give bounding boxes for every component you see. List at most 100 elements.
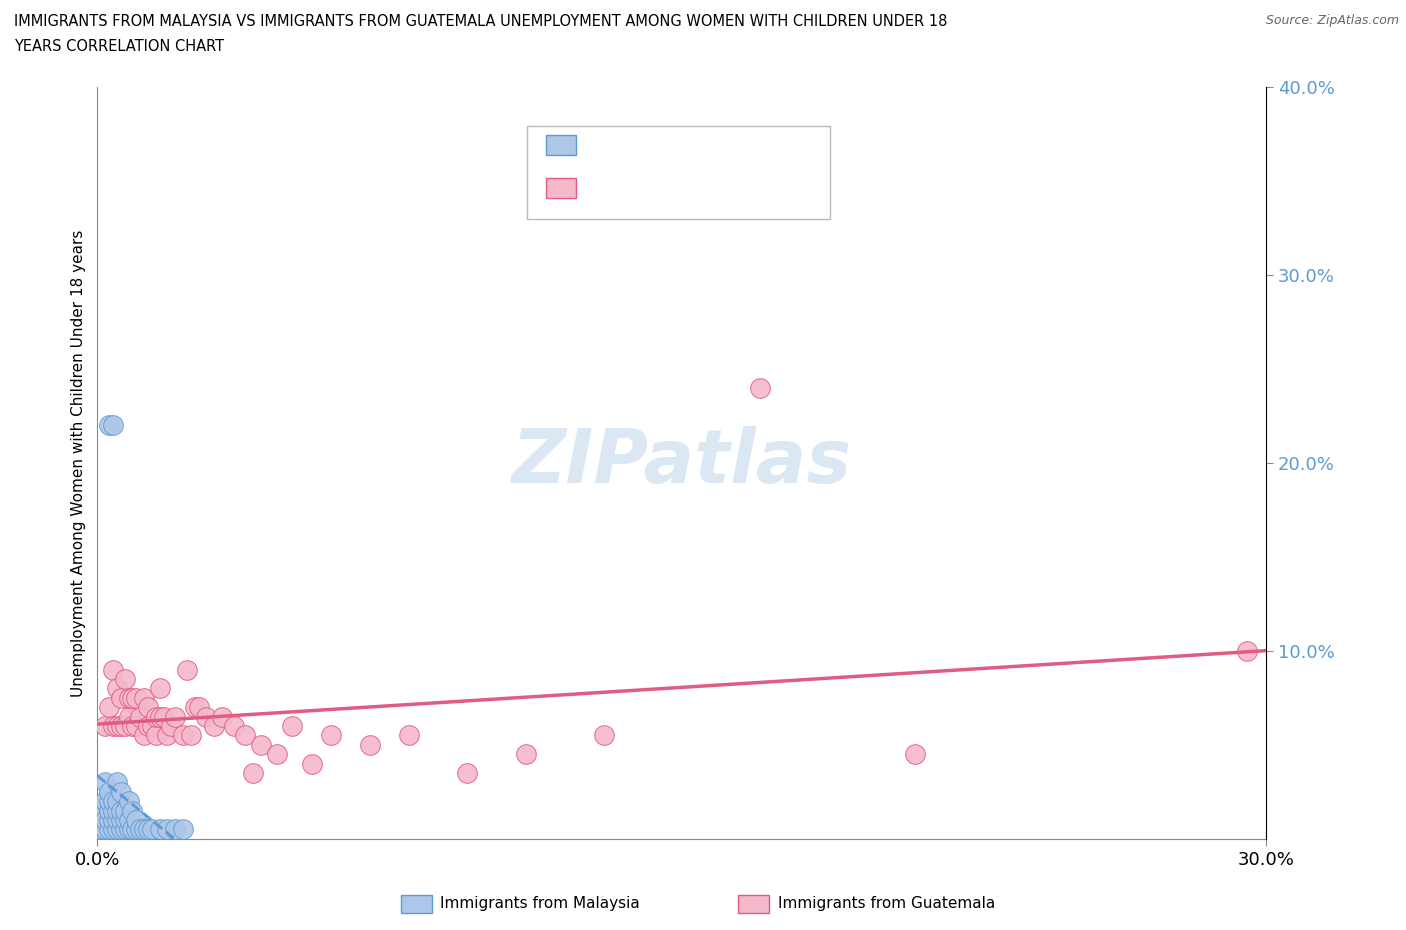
Point [117, 690, 139, 705]
Point [117, 813, 139, 828]
Text: ZIPatlas: ZIPatlas [512, 426, 852, 499]
Point [132, 728, 155, 743]
Point [592, 728, 614, 743]
Point [114, 804, 136, 818]
Point [105, 681, 128, 696]
Point [101, 804, 124, 818]
Point [105, 719, 128, 734]
Point [129, 822, 152, 837]
Point [101, 662, 124, 677]
Point [250, 737, 273, 752]
Point [359, 737, 381, 752]
Point [132, 690, 155, 705]
Point [94, 822, 117, 837]
Point [117, 822, 139, 837]
Point [105, 804, 128, 818]
Point [156, 822, 179, 837]
Point [187, 699, 209, 714]
Point [110, 804, 132, 818]
Text: Source: ZipAtlas.com: Source: ZipAtlas.com [1265, 14, 1399, 27]
Text: YEARS CORRELATION CHART: YEARS CORRELATION CHART [14, 39, 224, 54]
Point [110, 822, 132, 837]
Point [149, 709, 172, 724]
Point [319, 728, 342, 743]
Point [145, 728, 167, 743]
Point [114, 719, 136, 734]
Point [121, 804, 143, 818]
Point [90, 822, 112, 837]
Point [105, 775, 128, 790]
Point [180, 728, 202, 743]
Point [235, 728, 257, 743]
Point [121, 719, 143, 734]
Point [98, 793, 121, 808]
Point [184, 699, 207, 714]
Point [195, 709, 218, 724]
Point [398, 728, 420, 743]
Point [94, 813, 117, 828]
Point [176, 662, 198, 677]
Point [211, 709, 233, 724]
Point [110, 719, 132, 734]
Point [101, 719, 124, 734]
Point [101, 793, 124, 808]
Point [132, 822, 155, 837]
Point [114, 813, 136, 828]
Point [90, 813, 112, 828]
Point [281, 719, 304, 734]
Point [165, 709, 187, 724]
Point [101, 813, 124, 828]
Point [165, 822, 187, 837]
Point [301, 756, 323, 771]
Point [98, 822, 121, 837]
Point [136, 822, 159, 837]
Point [515, 747, 537, 762]
Point [149, 822, 172, 837]
Text: R = 0.051   N = 46: R = 0.051 N = 46 [585, 138, 755, 155]
Point [141, 719, 163, 734]
Point [149, 681, 172, 696]
Point [105, 793, 128, 808]
Point [125, 690, 148, 705]
Point [156, 728, 179, 743]
Point [110, 813, 132, 828]
Point [98, 699, 121, 714]
Point [904, 747, 927, 762]
Point [125, 719, 148, 734]
Point [98, 784, 121, 799]
Point [172, 822, 194, 837]
Point [121, 822, 143, 837]
Point [202, 719, 225, 734]
Text: Immigrants from Malaysia: Immigrants from Malaysia [440, 897, 640, 911]
Point [94, 775, 117, 790]
Point [145, 709, 167, 724]
Point [136, 699, 159, 714]
Point [222, 719, 245, 734]
Point [105, 813, 128, 828]
Point [121, 690, 143, 705]
Text: R = 0.196   N = 54: R = 0.196 N = 54 [585, 179, 755, 197]
Point [94, 719, 117, 734]
Point [110, 784, 132, 799]
Point [1236, 644, 1258, 658]
Point [101, 418, 124, 432]
Point [242, 765, 264, 780]
Point [129, 709, 152, 724]
Point [266, 747, 288, 762]
Point [94, 793, 117, 808]
Point [152, 709, 174, 724]
Point [125, 822, 148, 837]
Point [114, 671, 136, 686]
Point [456, 765, 478, 780]
Text: Immigrants from Guatemala: Immigrants from Guatemala [778, 897, 995, 911]
Point [105, 822, 128, 837]
Y-axis label: Unemployment Among Women with Children Under 18 years: Unemployment Among Women with Children U… [72, 229, 86, 697]
Point [90, 804, 112, 818]
Point [101, 822, 124, 837]
Point [98, 804, 121, 818]
Point [160, 719, 183, 734]
Point [141, 822, 163, 837]
Point [117, 793, 139, 808]
Text: IMMIGRANTS FROM MALAYSIA VS IMMIGRANTS FROM GUATEMALA UNEMPLOYMENT AMONG WOMEN W: IMMIGRANTS FROM MALAYSIA VS IMMIGRANTS F… [14, 14, 948, 29]
Point [117, 709, 139, 724]
